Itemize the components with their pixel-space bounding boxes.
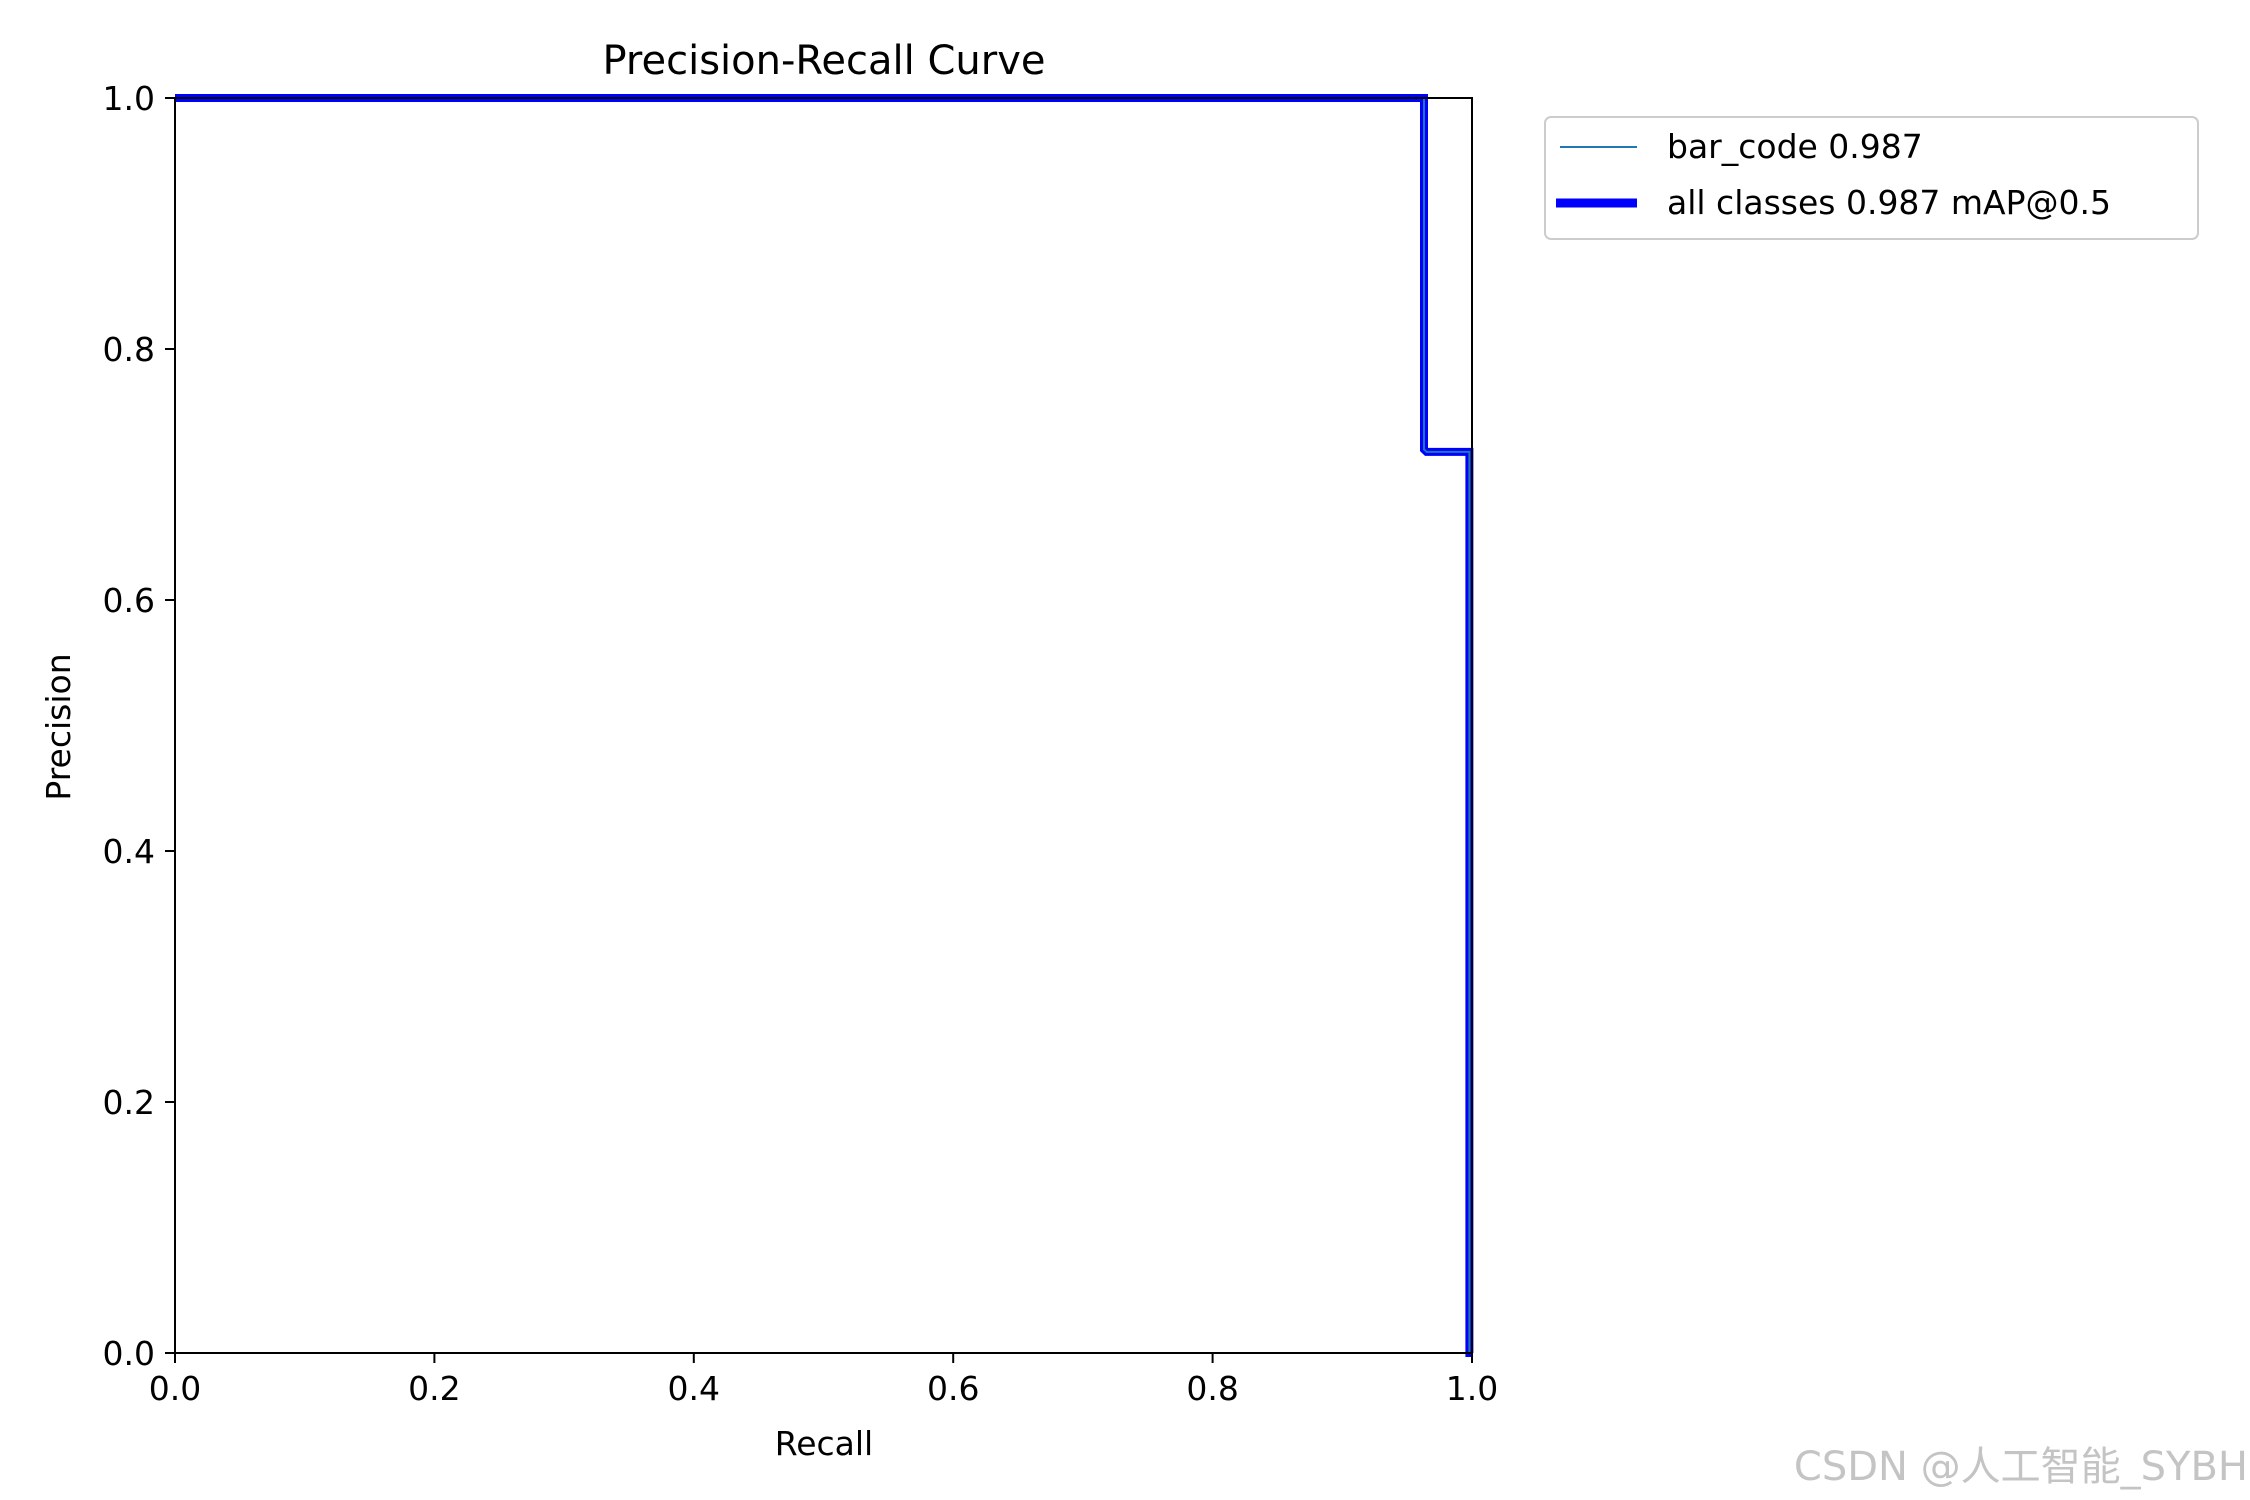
x-tick-label: 0.8 bbox=[1186, 1369, 1238, 1408]
y-axis-label: Precision bbox=[39, 653, 78, 800]
y-tick-label: 0.2 bbox=[103, 1083, 155, 1122]
y-tick-label: 1.0 bbox=[103, 79, 155, 118]
legend-box bbox=[1544, 116, 2199, 240]
x-tick-label: 0.2 bbox=[408, 1369, 460, 1408]
x-tick-label: 0.4 bbox=[668, 1369, 720, 1408]
x-tick-label: 0.0 bbox=[149, 1369, 201, 1408]
chart-title: Precision-Recall Curve bbox=[603, 38, 1046, 84]
y-axis: 0.0 0.2 0.4 0.6 0.8 1.0 bbox=[103, 79, 175, 1373]
x-tick-label: 0.6 bbox=[927, 1369, 979, 1408]
x-tick-label: 1.0 bbox=[1446, 1369, 1498, 1408]
x-axis-label: Recall bbox=[775, 1424, 873, 1463]
y-tick-label: 0.0 bbox=[103, 1334, 155, 1373]
y-tick-label: 0.4 bbox=[103, 832, 155, 871]
legend-label-all-classes: all classes 0.987 mAP@0.5 bbox=[1667, 183, 2111, 222]
legend-label-bar-code: bar_code 0.987 bbox=[1667, 127, 1923, 166]
legend: bar_code 0.987 all classes 0.987 mAP@0.5 bbox=[1544, 116, 2199, 240]
watermark: CSDN @人工智能_SYBH bbox=[1794, 1444, 2248, 1490]
x-axis: 0.0 0.2 0.4 0.6 0.8 1.0 bbox=[149, 1353, 1498, 1408]
axes-frame bbox=[174, 97, 1473, 1354]
y-tick-label: 0.8 bbox=[103, 330, 155, 369]
y-tick-label: 0.6 bbox=[103, 581, 155, 620]
